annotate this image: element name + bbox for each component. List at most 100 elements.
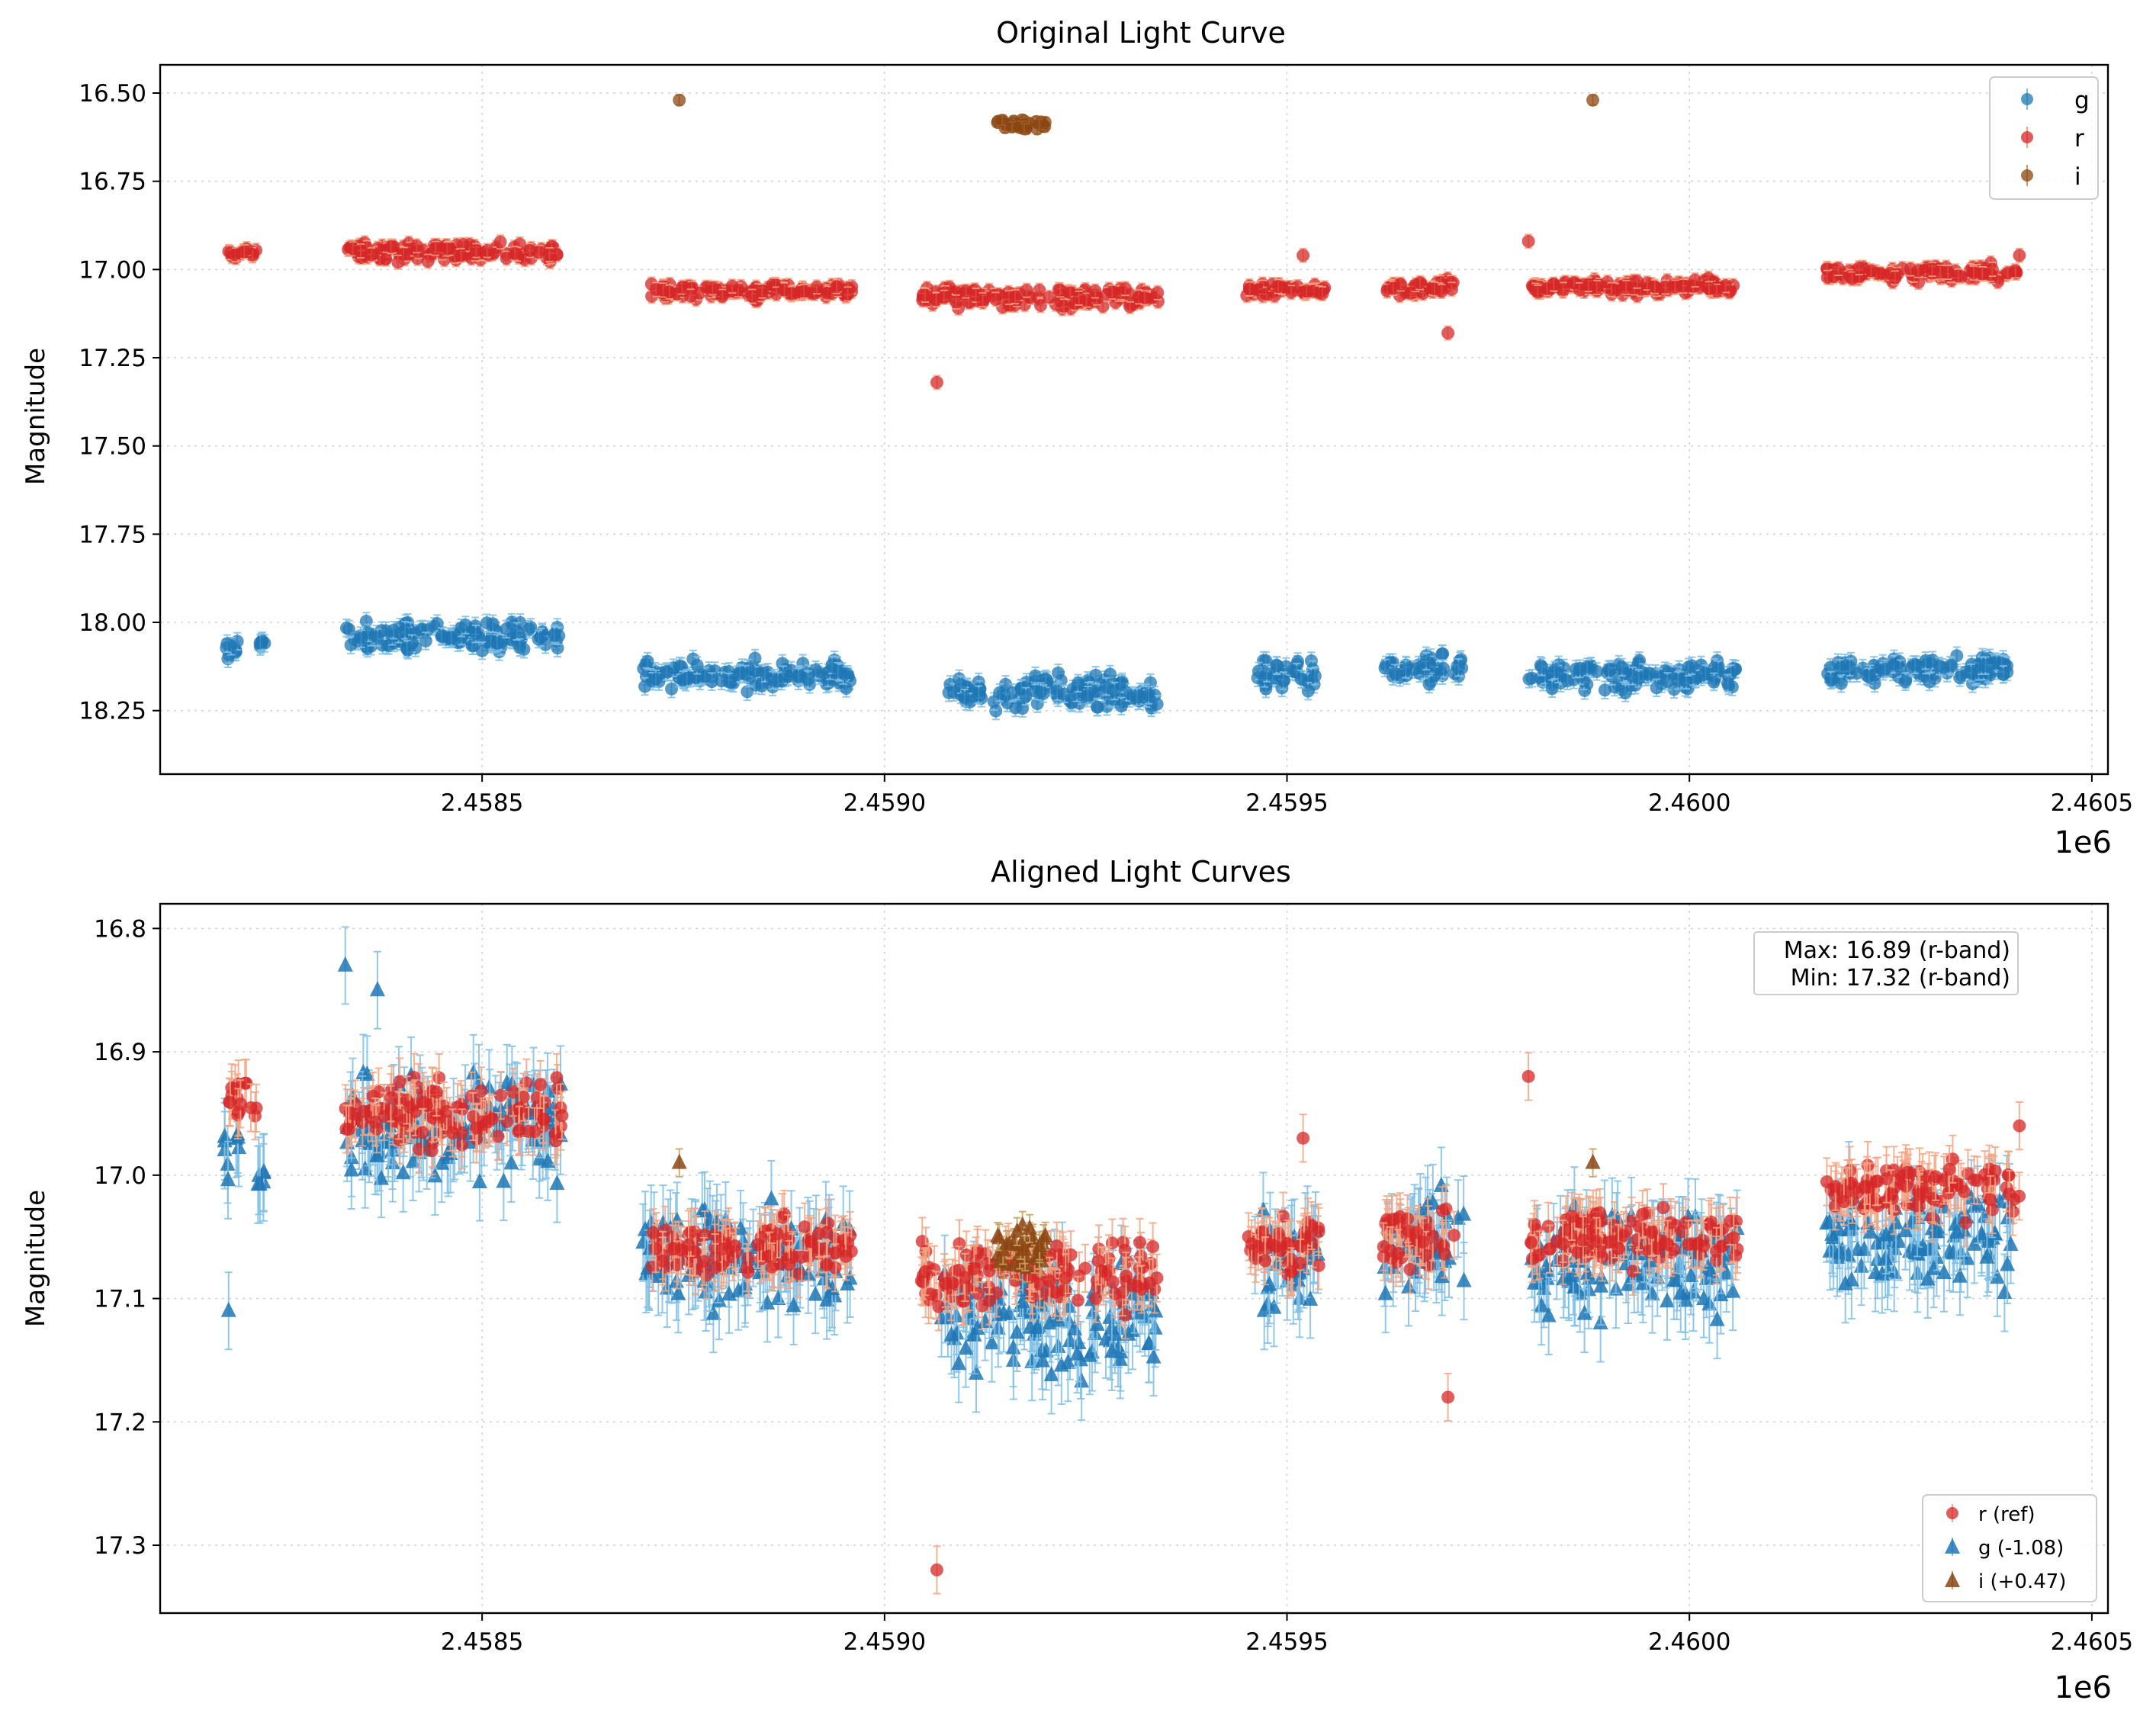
y-tick-label: 16.9	[94, 1039, 146, 1066]
x-offset-label: 1e6	[2054, 1670, 2112, 1705]
y-tick-label: 16.50	[79, 80, 146, 108]
data-point	[993, 683, 1007, 702]
legend: r (ref) g (-1.08) i (+0.47)	[1922, 1494, 2097, 1602]
data-point	[638, 677, 652, 696]
data-point	[680, 669, 694, 688]
data-point	[1142, 686, 1155, 705]
data-point	[748, 648, 762, 668]
data-point	[387, 620, 400, 640]
panel-original: Original Light Curve Magnitude 1e6 2.458…	[21, 16, 2133, 860]
legend-marker-r	[2021, 131, 2033, 143]
x-tick-label: 2.4600	[1648, 1628, 1730, 1656]
x-tick-label: 2.4605	[2051, 1628, 2133, 1656]
data-point	[1019, 686, 1033, 706]
data-point	[253, 633, 267, 653]
data-point	[475, 641, 489, 660]
data-point	[532, 629, 545, 649]
data-point	[1114, 696, 1128, 716]
data-point	[445, 628, 458, 648]
data-layer	[220, 93, 2026, 721]
data-point	[641, 651, 654, 671]
data-point	[665, 680, 679, 699]
data-point	[548, 626, 561, 645]
data-point	[1277, 671, 1290, 690]
x-tick-label: 2.4590	[843, 1628, 926, 1656]
data-point	[1260, 664, 1274, 683]
legend-label-g-shifted: g (-1.08)	[1978, 1537, 2064, 1560]
x-tick-label: 2.4590	[843, 789, 926, 817]
y-tick-label: 17.0	[94, 1162, 146, 1190]
x-tick-label: 2.4585	[441, 1628, 523, 1656]
legend-label-g: g	[2074, 87, 2090, 114]
data-point	[771, 671, 785, 690]
data-point	[1029, 667, 1043, 686]
data-point	[715, 671, 728, 690]
legend: g r i	[1989, 76, 2099, 200]
annotation-box: Max: 16.89 (r-band) Min: 17.32 (r-band)	[1753, 931, 2019, 995]
annotation-min: Min: 17.32 (r-band)	[1791, 965, 2010, 991]
legend-marker-g	[2021, 93, 2033, 105]
data-point	[1006, 683, 1020, 702]
data-point	[339, 619, 353, 638]
y-tick-label: 17.2	[94, 1409, 146, 1436]
data-point	[355, 629, 368, 648]
data-point	[995, 114, 1009, 127]
data-point	[1089, 666, 1103, 685]
data-point	[1036, 684, 1050, 703]
data-point	[1586, 93, 1600, 107]
data-point	[220, 634, 234, 654]
data-point	[1091, 697, 1104, 717]
data-point	[705, 672, 718, 691]
data-point	[419, 632, 432, 651]
x-tick-label: 2.4605	[2051, 789, 2133, 817]
data-point	[510, 622, 524, 641]
data-point	[831, 662, 845, 681]
data-point	[673, 93, 686, 107]
data-point	[1308, 666, 1322, 686]
data-point	[972, 685, 985, 704]
chart-title: Aligned Light Curves	[991, 855, 1291, 889]
data-point	[660, 662, 673, 681]
data-point	[1017, 122, 1031, 136]
data-point	[1052, 664, 1065, 683]
data-point	[690, 656, 704, 675]
x-tick-label: 2.4595	[1245, 1628, 1328, 1656]
chart-title: Original Light Curve	[996, 16, 1286, 50]
x-offset-label: 1e6	[2054, 825, 2112, 860]
data-point	[958, 688, 972, 708]
data-point	[435, 627, 448, 646]
data-point	[1072, 673, 1085, 693]
data-point	[1081, 685, 1095, 705]
data-point	[1130, 687, 1144, 707]
data-point	[1058, 684, 1072, 704]
y-axis-label: Magnitude	[21, 348, 51, 485]
x-tick-label: 2.4585	[441, 789, 523, 817]
y-tick-label: 17.75	[79, 521, 146, 548]
data-point	[469, 624, 483, 644]
data-point	[1279, 657, 1293, 677]
data-point	[500, 619, 513, 639]
data-point	[1294, 670, 1308, 689]
y-tick-label: 17.50	[79, 433, 146, 461]
legend-label-i-shifted: i (+0.47)	[1978, 1570, 2066, 1593]
data-point	[1033, 117, 1046, 131]
data-point	[801, 670, 815, 689]
data-point	[458, 615, 472, 635]
legend-label-r: r	[2074, 125, 2084, 153]
data-point	[490, 634, 504, 653]
legend-marker-i	[2021, 169, 2033, 182]
data-point	[400, 639, 414, 659]
y-tick-label: 17.1	[94, 1286, 146, 1313]
legend-label-i: i	[2074, 163, 2081, 191]
legend-label-r-ref: r (ref)	[1978, 1503, 2036, 1526]
y-tick-label: 16.8	[94, 915, 146, 943]
x-tick-label: 2.4595	[1245, 789, 1328, 817]
y-tick-label: 18.25	[79, 698, 146, 725]
data-point	[344, 635, 358, 654]
annotation-max: Max: 16.89 (r-band)	[1784, 937, 2010, 964]
data-point	[1100, 677, 1113, 696]
legend-marker-r-ref	[1946, 1507, 1958, 1519]
y-tick-label: 16.75	[79, 169, 146, 196]
data-point	[522, 619, 536, 639]
